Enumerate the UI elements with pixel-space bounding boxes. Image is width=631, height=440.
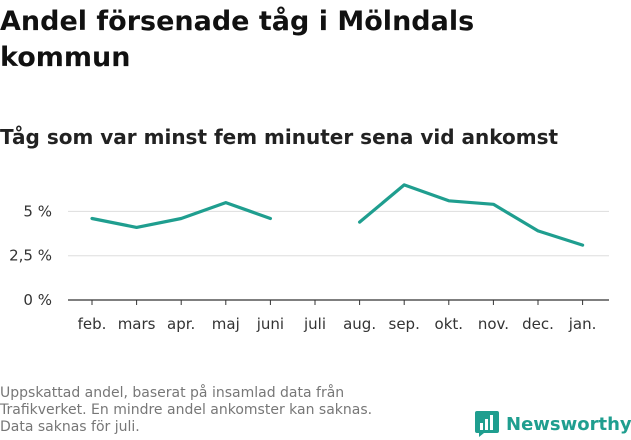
x-tick-label: sep. [389, 315, 420, 333]
y-tick-label: 0 % [23, 291, 52, 309]
y-axis-ticks: 0 % 2,5 % 5 % [9, 202, 52, 309]
x-tick-label: juni [256, 315, 284, 333]
x-tick-label: nov. [478, 315, 509, 333]
footer-line-1: Uppskattad andel, baserat på insamlad da… [0, 385, 345, 401]
gridlines [68, 210, 609, 301]
series-line-segment [90, 201, 272, 229]
x-tick-label: apr. [167, 315, 195, 333]
series-lines [90, 183, 585, 247]
x-tick-label: okt. [435, 315, 464, 333]
brand-name: Newsworthy [506, 413, 631, 435]
x-axis-ticks: feb. mars apr. maj juni juli aug. sep. okt. nov. d… [78, 300, 597, 333]
footer-line-2: Trafikverket. En mindre andel ankomster … [0, 402, 373, 418]
newsworthy-logo-icon [475, 411, 499, 437]
x-tick-label: aug. [343, 315, 376, 333]
line-chart: 0 % 2,5 % 5 % feb. mars apr. maj juni juli aug. s… [9, 183, 609, 333]
chart-subtitle: Tåg som var minst fem minuter sena vid a… [0, 125, 559, 149]
x-tick-label: mars [118, 315, 156, 333]
footer-note: Uppskattad andel, baserat på insamlad da… [0, 385, 440, 436]
y-tick-label: 2,5 % [9, 247, 52, 265]
y-tick-label: 5 % [23, 202, 52, 220]
series-line-segment [358, 183, 585, 247]
x-tick-label: juli [303, 315, 326, 333]
chart-title: Andel försenade tåg i Mölndals kommun [0, 6, 475, 73]
x-tick-label: jan. [568, 315, 597, 333]
x-tick-label: dec. [522, 315, 554, 333]
x-tick-label: feb. [78, 315, 107, 333]
footer-line-3: Data saknas för juli. [0, 419, 140, 435]
x-tick-label: maj [212, 315, 240, 333]
brand-logo: Newsworthy [474, 408, 631, 440]
